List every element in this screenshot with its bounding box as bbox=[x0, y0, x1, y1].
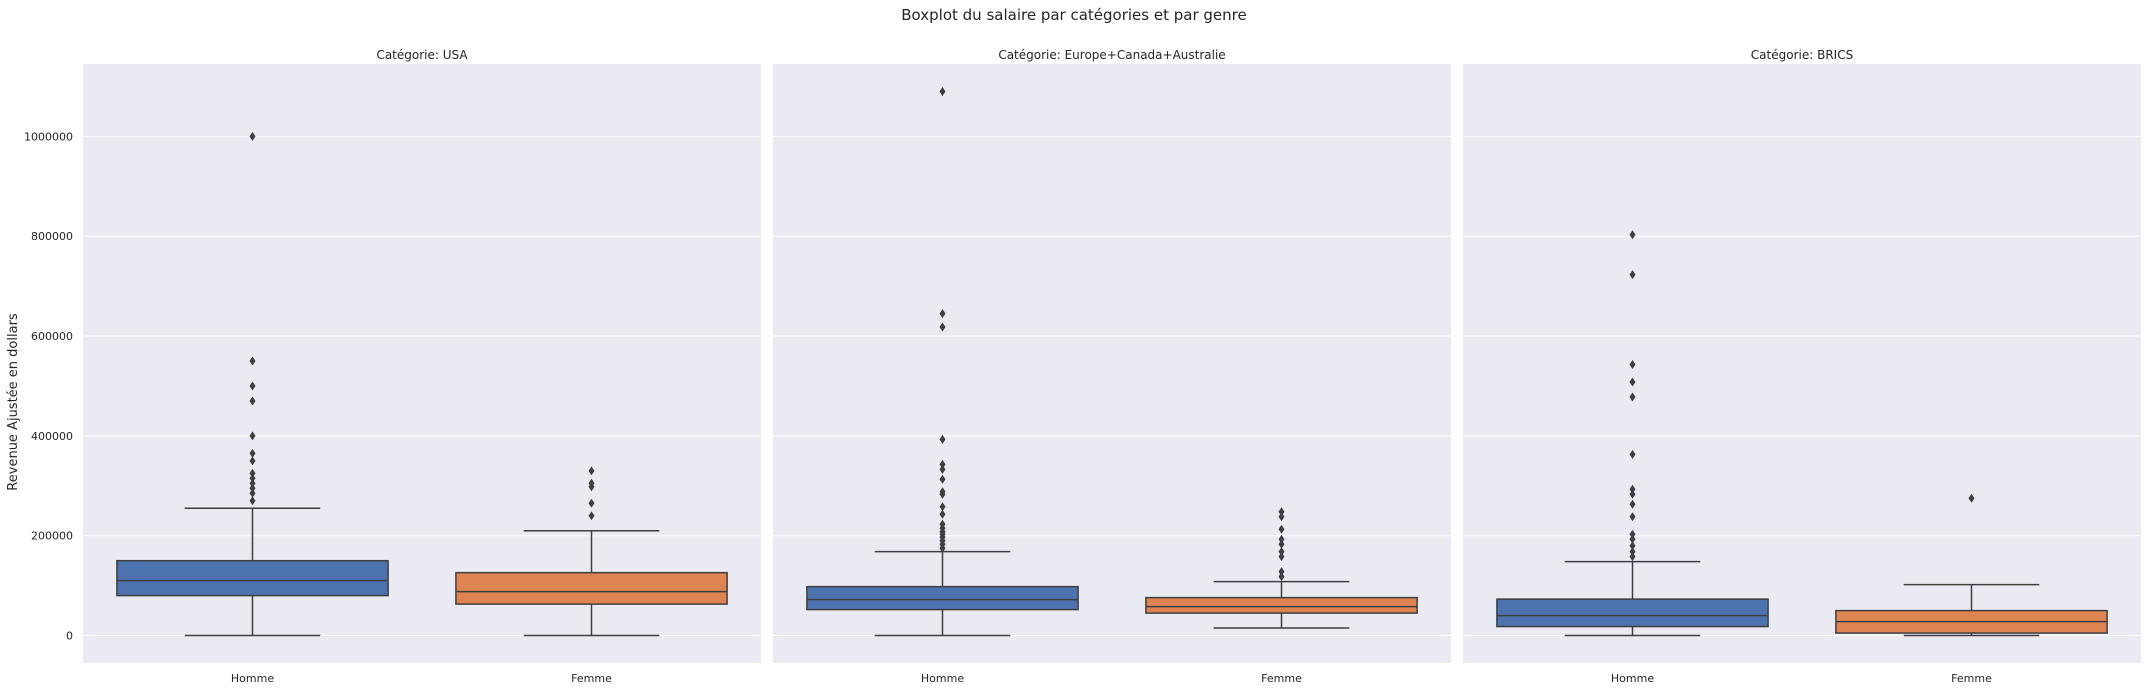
x-tick-label: Femme bbox=[1951, 672, 1992, 685]
iqr-box bbox=[116, 559, 389, 597]
box-homme bbox=[806, 86, 1079, 637]
outlier-point bbox=[1629, 534, 1636, 544]
facet-2: Catégorie: BRICS Homme Femme bbox=[1463, 48, 2141, 685]
outlier-point bbox=[1278, 567, 1285, 577]
outlier-point bbox=[249, 488, 256, 498]
x-tick-label: Homme bbox=[1611, 672, 1654, 685]
outlier-point bbox=[588, 498, 595, 508]
outlier-point bbox=[1629, 512, 1636, 522]
box-femme bbox=[1835, 493, 2108, 637]
outlier-point bbox=[249, 478, 256, 488]
outlier-point bbox=[1278, 572, 1285, 582]
outlier-point bbox=[1629, 541, 1636, 551]
iqr-box bbox=[1145, 596, 1418, 614]
x-tick-label: Femme bbox=[571, 672, 612, 685]
outlier-point bbox=[1278, 539, 1285, 549]
outlier-point bbox=[249, 468, 256, 478]
panel-background bbox=[773, 64, 1451, 663]
facet-title: Catégorie: USA bbox=[376, 48, 468, 62]
outlier-point bbox=[939, 86, 946, 96]
outlier-point bbox=[249, 496, 256, 506]
outlier-point bbox=[1629, 392, 1636, 402]
outlier-point bbox=[1278, 547, 1285, 557]
outlier-point bbox=[1278, 512, 1285, 522]
outlier-point bbox=[1629, 230, 1636, 240]
outlier-point bbox=[249, 448, 256, 458]
x-tick-label: Homme bbox=[921, 672, 964, 685]
outlier-point bbox=[1278, 552, 1285, 562]
outlier-point bbox=[1629, 484, 1636, 494]
box-homme bbox=[116, 131, 389, 637]
outlier-point bbox=[588, 511, 595, 521]
outlier-point bbox=[939, 464, 946, 474]
facet-title: Catégorie: BRICS bbox=[1751, 48, 1853, 62]
outlier-point bbox=[939, 474, 946, 484]
outlier-point bbox=[939, 543, 946, 553]
y-tick-label: 200000 bbox=[31, 530, 73, 543]
figure-title: Boxplot du salaire par catégories et par… bbox=[901, 6, 1246, 24]
outlier-point bbox=[1629, 359, 1636, 369]
outlier-point bbox=[249, 456, 256, 466]
outlier-point bbox=[939, 434, 946, 444]
outlier-point bbox=[1629, 499, 1636, 509]
iqr-box bbox=[455, 571, 728, 605]
outlier-point bbox=[1629, 377, 1636, 387]
outlier-point bbox=[249, 356, 256, 366]
outlier-point bbox=[1629, 270, 1636, 280]
outlier-point bbox=[939, 322, 946, 332]
outlier-point bbox=[588, 482, 595, 492]
outlier-point bbox=[249, 483, 256, 493]
x-tick-label: Homme bbox=[231, 672, 274, 685]
outlier-point bbox=[249, 431, 256, 441]
iqr-box bbox=[1496, 598, 1769, 628]
outlier-point bbox=[1278, 507, 1285, 517]
y-tick-label: 0 bbox=[66, 630, 73, 643]
outlier-point bbox=[249, 473, 256, 483]
outlier-point bbox=[249, 131, 256, 141]
outlier-point bbox=[1629, 552, 1636, 562]
outlier-point bbox=[1968, 493, 1975, 503]
box-femme bbox=[455, 466, 728, 637]
outlier-point bbox=[249, 396, 256, 406]
outlier-point bbox=[1629, 547, 1636, 557]
y-axis-label: Revenue Ajustée en dollars bbox=[6, 313, 21, 491]
outlier-point bbox=[249, 381, 256, 391]
outlier-point bbox=[939, 502, 946, 512]
panel-background bbox=[1463, 64, 2141, 663]
y-tick-label: 1000000 bbox=[24, 130, 73, 143]
outlier-point bbox=[939, 309, 946, 319]
facet-title: Catégorie: Europe+Canada+Australie bbox=[998, 48, 1225, 62]
y-tick-label: 800000 bbox=[31, 230, 73, 243]
facet-0: Catégorie: USA Homme Femme bbox=[83, 48, 761, 685]
box-homme bbox=[1496, 230, 1769, 637]
outlier-point bbox=[1629, 489, 1636, 499]
outlier-point bbox=[939, 489, 946, 499]
y-tick-label: 600000 bbox=[31, 330, 73, 343]
facets-group: Catégorie: USA Homme Femme 0 200000 400000 600… bbox=[24, 48, 2141, 685]
outlier-point bbox=[939, 509, 946, 519]
outlier-point bbox=[1629, 449, 1636, 459]
outlier-point bbox=[588, 466, 595, 476]
facet-1: Catégorie: Europe+Canada+Australie Homme F… bbox=[773, 48, 1451, 685]
iqr-box bbox=[806, 585, 1079, 611]
outlier-point bbox=[939, 459, 946, 469]
outlier-point bbox=[1278, 524, 1285, 534]
y-tick-label: 400000 bbox=[31, 430, 73, 443]
x-tick-label: Femme bbox=[1261, 672, 1302, 685]
box-femme bbox=[1145, 507, 1418, 629]
outlier-point bbox=[1629, 529, 1636, 539]
outlier-point bbox=[1278, 534, 1285, 544]
